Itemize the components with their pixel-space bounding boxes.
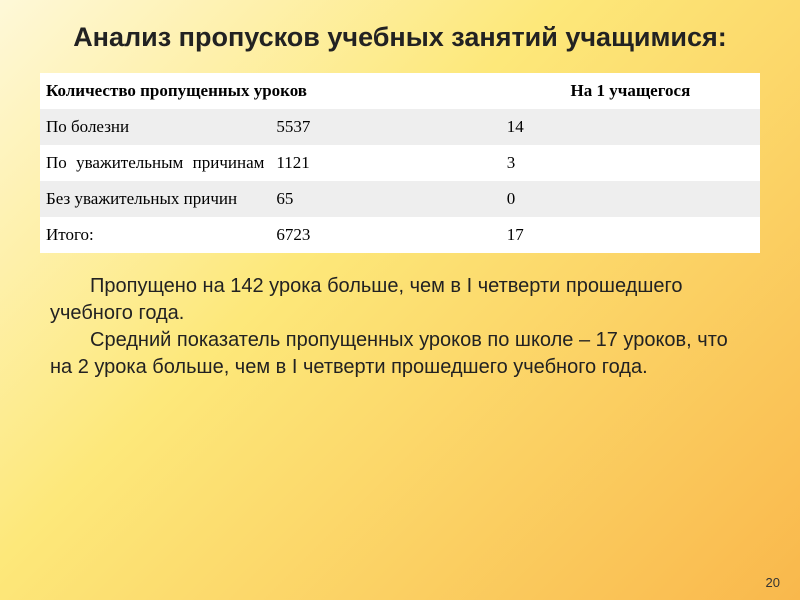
slide-title: Анализ пропусков учебных занятий учащими… <box>40 20 760 55</box>
table-header-row: Количество пропущенных уроков На 1 учаще… <box>40 73 760 109</box>
paragraph-2: Средний показатель пропущенных уроков по… <box>50 327 750 381</box>
row-total: 65 <box>270 181 500 217</box>
row-per-student: 14 <box>501 109 760 145</box>
row-per-student: 17 <box>501 217 760 253</box>
page-number: 20 <box>766 575 780 590</box>
header-per-student: На 1 учащегося <box>501 73 760 109</box>
header-lessons-missed: Количество пропущенных уроков <box>40 73 501 109</box>
analysis-text: Пропущено на 142 урока больше, чем в I ч… <box>40 273 760 381</box>
row-label: Без уважительных причин <box>40 181 270 217</box>
paragraph-1: Пропущено на 142 урока больше, чем в I ч… <box>50 273 750 327</box>
row-label: По уважительным причинам <box>40 145 270 181</box>
row-total: 6723 <box>270 217 500 253</box>
row-per-student: 0 <box>501 181 760 217</box>
table-body: По болезни553714По уважительным причинам… <box>40 109 760 253</box>
table-row: По уважительным причинам11213 <box>40 145 760 181</box>
row-total: 5537 <box>270 109 500 145</box>
row-total: 1121 <box>270 145 500 181</box>
row-label: По болезни <box>40 109 270 145</box>
table-row: Итого:672317 <box>40 217 760 253</box>
row-per-student: 3 <box>501 145 760 181</box>
table-row: По болезни553714 <box>40 109 760 145</box>
table-row: Без уважительных причин650 <box>40 181 760 217</box>
absences-table: Количество пропущенных уроков На 1 учаще… <box>40 73 760 253</box>
row-label: Итого: <box>40 217 270 253</box>
